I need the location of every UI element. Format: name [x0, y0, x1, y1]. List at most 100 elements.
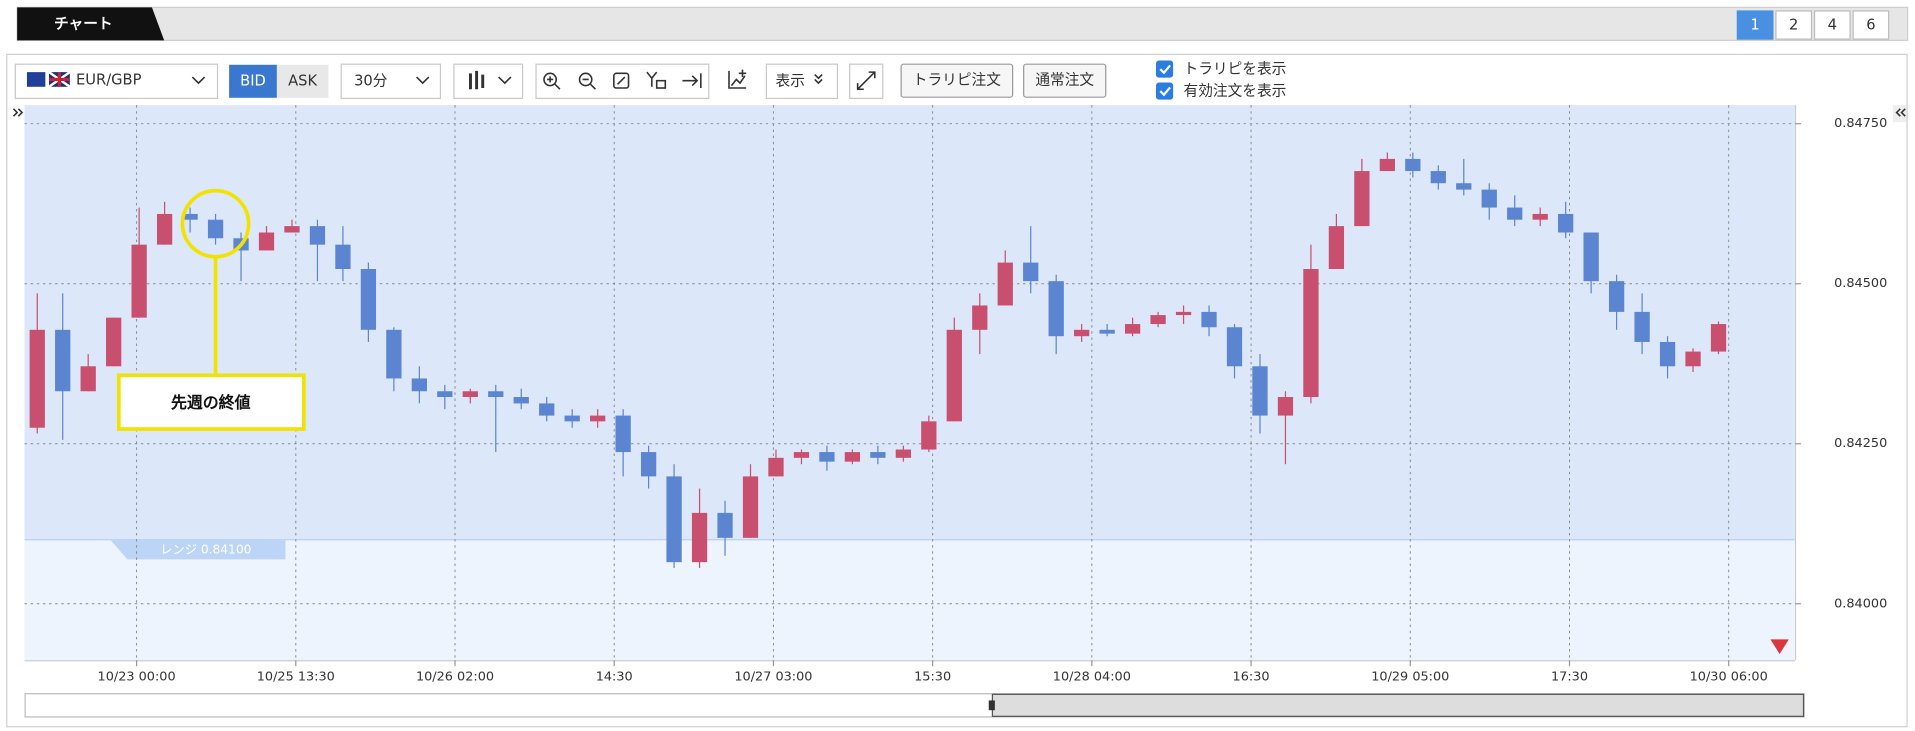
candle-body	[1175, 311, 1192, 316]
candle-body	[1659, 341, 1676, 367]
flag-eu	[26, 72, 46, 87]
y-tick-label: 0.84000	[1834, 596, 1887, 611]
timeframe: 30分	[354, 72, 388, 89]
candle-body	[1634, 311, 1650, 342]
x-tick-label: 10/26 02:00	[416, 670, 494, 685]
alert-marker	[1770, 639, 1789, 654]
tool-group	[535, 63, 710, 100]
candle-body	[1507, 207, 1523, 220]
y-tick-label: 0.84750	[1834, 116, 1887, 131]
candle-body	[29, 329, 45, 428]
candle-body	[106, 317, 122, 367]
candle-body	[539, 403, 555, 416]
checkbox-label: 有効注文を表示	[1184, 83, 1287, 100]
candle-body	[1430, 171, 1446, 184]
tab[interactable]	[17, 7, 165, 41]
page-button[interactable]	[1813, 10, 1851, 40]
candle-body	[564, 415, 580, 422]
candle-body	[1277, 397, 1294, 416]
candle-body	[1252, 366, 1268, 416]
checkbox[interactable]	[1155, 82, 1174, 100]
order-label: トラリピ注文	[913, 72, 1001, 89]
x-tick-label: 10/23 00:00	[98, 670, 176, 685]
candle-body	[386, 329, 402, 379]
fit[interactable]	[613, 72, 630, 89]
x-tick-label: 17:30	[1551, 670, 1588, 685]
candle-body	[1532, 213, 1548, 220]
candle-body	[615, 415, 631, 453]
price-axis	[1794, 105, 1893, 661]
checkbox[interactable]	[1155, 60, 1174, 78]
page-button[interactable]	[1775, 10, 1813, 40]
candle-body	[1099, 329, 1115, 334]
chevron	[416, 76, 430, 85]
candle-body	[182, 213, 198, 220]
add-indicator[interactable]	[728, 69, 747, 89]
candle-body	[1685, 351, 1701, 367]
display-menu[interactable]	[765, 63, 839, 100]
chevron	[191, 76, 206, 85]
candle-icon	[469, 70, 485, 90]
candle-body	[1124, 324, 1141, 334]
candle-body	[1226, 327, 1243, 367]
candle-body	[513, 397, 529, 404]
candle-body	[1074, 329, 1090, 337]
zoom-in[interactable]	[543, 72, 561, 90]
chart-type-select[interactable]	[453, 63, 524, 100]
order-button[interactable]	[1023, 63, 1107, 98]
x-tick-label: 10/25 13:30	[257, 670, 335, 685]
y-tick-label: 0.84250	[1834, 436, 1887, 451]
scroll-end[interactable]	[682, 73, 702, 89]
checkmark	[1159, 86, 1171, 97]
candle-body	[819, 452, 835, 462]
order-button[interactable]	[900, 63, 1014, 98]
x-tick-label: 10/28 04:00	[1053, 670, 1131, 685]
page-button-label: 1	[1750, 17, 1759, 34]
candle-body	[1048, 281, 1064, 337]
bid-button[interactable]	[229, 64, 277, 98]
candle-body	[1710, 324, 1727, 352]
x-tick-label: 14:30	[596, 670, 633, 685]
candle-body	[1456, 183, 1472, 190]
collapse-right[interactable]	[1895, 108, 1906, 117]
candle-body	[1379, 158, 1395, 172]
candle-body	[590, 415, 606, 422]
candle-body	[309, 226, 326, 245]
collapse-left[interactable]	[12, 108, 24, 117]
page-button[interactable]	[1736, 10, 1774, 40]
candle-body	[717, 512, 733, 538]
zoom-out[interactable]	[578, 72, 597, 90]
ask-button[interactable]	[276, 64, 329, 98]
chevron	[814, 74, 823, 85]
candle-body	[411, 378, 427, 392]
candle-body	[972, 305, 988, 330]
scroll-handle[interactable]	[988, 700, 995, 711]
ask-label: ASK	[288, 72, 317, 89]
annotation-text: 先週の終値	[171, 393, 251, 412]
chevron	[498, 76, 512, 85]
candle-body	[666, 476, 682, 563]
candle-body	[1023, 262, 1039, 282]
tab-title: チャート	[54, 15, 113, 32]
bid-label: BID	[240, 72, 266, 89]
x-tick-label: 16:30	[1233, 670, 1270, 685]
candle-body	[640, 452, 657, 477]
candle-body	[1354, 171, 1370, 227]
scroll-thumb[interactable]	[991, 693, 1805, 717]
candle-body	[1583, 232, 1599, 282]
candle-body	[284, 226, 300, 233]
candle-body	[488, 391, 504, 398]
y-lock[interactable]	[646, 71, 667, 89]
display-label: 表示	[776, 72, 805, 89]
candle-body	[1558, 213, 1574, 233]
candle-body	[768, 457, 784, 477]
candle-body	[946, 329, 962, 422]
range-zone	[24, 105, 1795, 540]
candle-body	[462, 391, 478, 398]
y-tick-label: 0.84500	[1834, 276, 1887, 291]
tab-bar	[16, 6, 1909, 41]
page-button[interactable]	[1852, 10, 1890, 40]
collapse-right-bg	[1892, 105, 1907, 123]
